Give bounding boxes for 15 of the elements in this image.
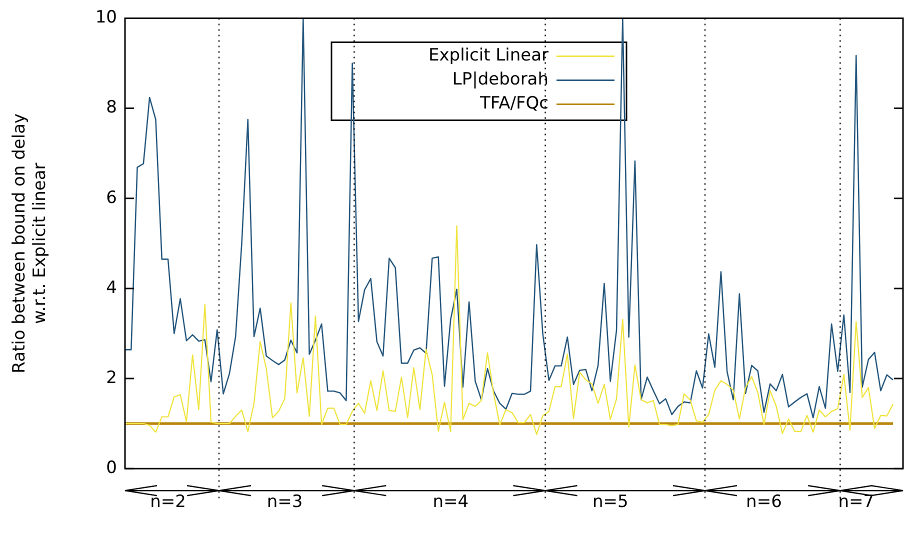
- x-tick-label: n=4: [432, 492, 469, 512]
- x-tick-label: n=3: [266, 492, 303, 512]
- y-axis-title: Ratio between bound on delay w.r.t. Explicit linear: [10, 113, 50, 374]
- legend-label: TFA/FQc: [479, 94, 548, 114]
- y-tick-label: 10: [95, 8, 117, 28]
- x-tick-label: n=2: [150, 492, 186, 512]
- x-tick-label: n=5: [592, 492, 628, 512]
- x-tick-label: n=6: [746, 492, 782, 512]
- y-tick-label: 4: [106, 278, 117, 298]
- y-tick-label: 0: [106, 458, 117, 478]
- y-tick-label: 6: [106, 188, 117, 208]
- y-tick-label: 8: [106, 98, 117, 118]
- y-tick-label: 2: [106, 368, 117, 388]
- legend-label: LP|deborah: [452, 70, 548, 90]
- legend-label: Explicit Linear: [428, 46, 549, 66]
